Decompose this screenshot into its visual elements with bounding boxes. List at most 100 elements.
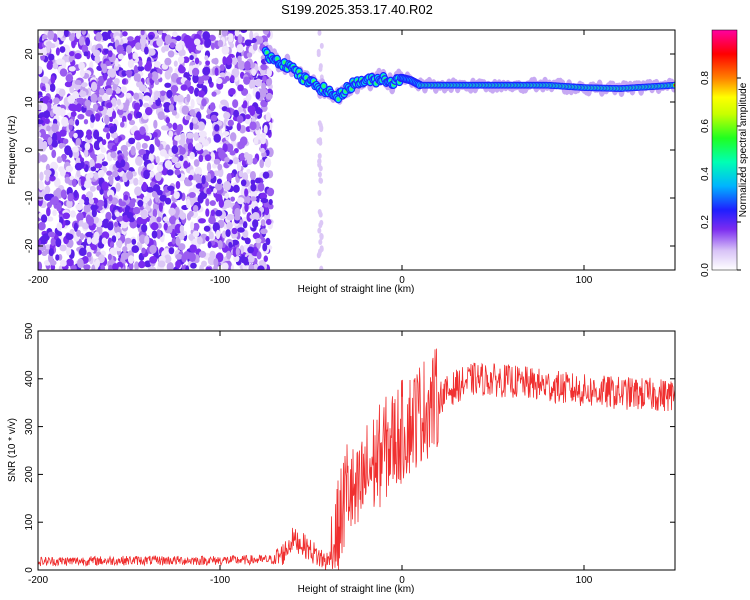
noise-cell	[232, 157, 240, 165]
spectrogram-noise-cells	[38, 30, 324, 270]
noise-cell	[150, 222, 159, 231]
figure-title: S199.2025.353.17.40.R02	[281, 2, 433, 17]
noise-cell	[168, 130, 174, 138]
noise-cell	[93, 129, 100, 140]
noise-cell	[227, 119, 234, 127]
noise-cell	[187, 142, 194, 152]
noise-cell	[118, 201, 127, 207]
noise-cell	[60, 107, 66, 118]
noise-cell	[204, 154, 212, 162]
noise-cell	[318, 177, 323, 184]
noise-cell	[240, 30, 248, 34]
noise-cell	[260, 198, 269, 204]
noise-cell	[252, 232, 261, 240]
noise-cell	[65, 165, 74, 173]
noise-cell	[68, 66, 76, 72]
noise-cell	[244, 237, 251, 245]
noise-cell	[317, 227, 322, 234]
noise-cell	[105, 88, 114, 96]
noise-cell	[156, 37, 163, 47]
noise-cell	[242, 221, 248, 229]
snr-x-tick-label: 0	[399, 575, 405, 586]
noise-cell	[229, 132, 237, 142]
noise-cell	[86, 251, 92, 258]
noise-cell	[135, 111, 143, 119]
noise-cell	[156, 164, 164, 172]
noise-cell	[157, 111, 165, 120]
noise-cell	[157, 30, 163, 35]
noise-cell	[266, 78, 272, 87]
noise-cell	[174, 206, 180, 217]
noise-cell	[316, 48, 321, 55]
noise-cell	[96, 199, 105, 207]
noise-cell	[42, 34, 48, 40]
noise-cell	[203, 225, 211, 232]
noise-cell	[172, 122, 178, 131]
noise-cell	[107, 50, 113, 58]
noise-cell	[146, 163, 154, 171]
noise-cell	[74, 53, 82, 60]
snr-y-ticks: 0 100 200 300 400 500	[24, 322, 675, 573]
noise-cell	[83, 264, 91, 270]
noise-cell	[42, 96, 50, 102]
noise-cell	[223, 199, 232, 209]
noise-cell	[125, 69, 133, 76]
noise-cell	[131, 238, 137, 245]
noise-cell	[67, 94, 76, 104]
noise-cell	[158, 202, 163, 212]
noise-cell	[201, 139, 210, 147]
noise-cell	[149, 244, 157, 254]
noise-cell	[192, 238, 197, 245]
noise-cell	[148, 171, 155, 178]
noise-cell	[108, 115, 114, 123]
noise-cell	[121, 78, 127, 85]
noise-cell	[153, 61, 161, 68]
noise-cell	[143, 135, 151, 142]
noise-cell	[255, 237, 262, 244]
noise-cell	[155, 172, 162, 182]
noise-cell	[111, 235, 117, 243]
noise-cell	[149, 143, 155, 154]
noise-cell	[73, 222, 78, 232]
noise-cell	[90, 204, 98, 211]
noise-cell	[204, 38, 212, 48]
noise-cell	[59, 244, 67, 252]
noise-cell	[252, 219, 259, 229]
noise-cell	[175, 162, 181, 169]
noise-cell	[173, 191, 180, 200]
noise-cell	[40, 76, 49, 84]
noise-cell	[152, 131, 158, 138]
noise-cell	[155, 156, 160, 164]
noise-cell	[319, 42, 324, 49]
noise-cell	[182, 56, 190, 64]
noise-cell	[47, 136, 53, 146]
noise-cell	[48, 175, 56, 182]
noise-cell	[256, 251, 262, 260]
snr-x-tick-label: -200	[28, 575, 48, 586]
noise-cell	[264, 157, 272, 168]
noise-cell	[148, 34, 154, 40]
noise-cell	[192, 222, 200, 231]
noise-cell	[90, 113, 96, 123]
noise-cell	[317, 153, 322, 160]
noise-cell	[53, 97, 60, 105]
noise-cell	[260, 136, 266, 145]
noise-cell	[78, 199, 85, 205]
noise-cell	[55, 47, 60, 56]
noise-cell	[62, 138, 69, 145]
noise-cell	[249, 121, 257, 131]
noise-cell	[250, 196, 257, 202]
noise-cell	[101, 92, 109, 102]
noise-cell	[265, 92, 273, 100]
noise-cell	[161, 46, 166, 53]
noise-cell	[228, 87, 236, 95]
noise-cell	[106, 170, 113, 176]
noise-cell	[190, 221, 195, 231]
spectrogram-y-tick-label: 20	[24, 48, 35, 60]
noise-cell	[153, 119, 158, 129]
noise-cell	[192, 230, 200, 238]
noise-cell	[101, 31, 109, 41]
noise-cell	[260, 228, 268, 235]
noise-cell	[143, 102, 150, 108]
noise-cell	[230, 196, 236, 202]
